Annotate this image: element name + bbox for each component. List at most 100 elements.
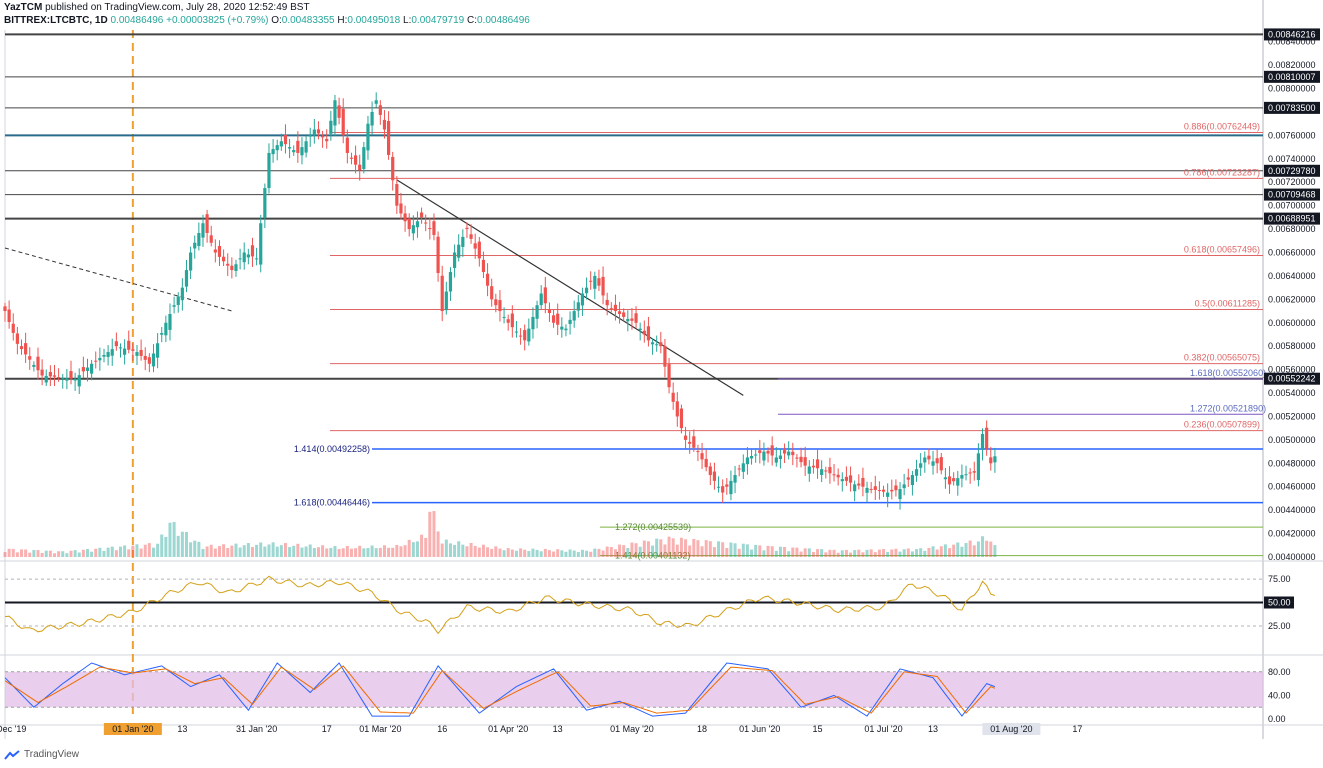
volume-bar: [28, 552, 32, 557]
x-axis-tick-label: 01 Dec '19: [0, 724, 26, 734]
volume-bar: [201, 548, 205, 557]
candle-body: [267, 152, 271, 189]
volume-bar: [61, 551, 65, 557]
volume-bar: [556, 549, 560, 557]
candle-body: [452, 252, 457, 268]
candle-body: [341, 108, 345, 136]
candle-body: [172, 305, 176, 307]
candle-body: [531, 316, 535, 330]
candle-body: [749, 455, 754, 459]
y-axis-tick-label: 0.00760000: [1268, 130, 1316, 140]
rsi-tick-label: 75.00: [1268, 574, 1291, 584]
volume-bar: [737, 548, 741, 557]
volume-bar: [890, 549, 894, 557]
price-tag-box: [1264, 164, 1320, 177]
candle-body: [708, 466, 712, 476]
volume-bar: [787, 551, 791, 557]
symbol-label[interactable]: BITTREX:LTCBTC, 1D: [4, 15, 108, 26]
candle-body: [320, 135, 325, 138]
candle-body: [193, 242, 197, 249]
candle-body: [514, 331, 519, 333]
volume-bar: [407, 539, 411, 557]
candle-body: [935, 458, 939, 464]
candle-body: [803, 457, 807, 466]
candle-body: [465, 227, 469, 230]
volume-bar: [638, 546, 642, 557]
volume-bar: [836, 552, 840, 557]
volume-bar: [292, 545, 296, 557]
candle-body: [547, 309, 552, 314]
volume-bar: [114, 550, 118, 557]
tradingview-logo-icon: [4, 749, 20, 760]
volume-bar: [770, 546, 774, 557]
candle-body: [436, 236, 440, 274]
candle-body: [494, 299, 498, 306]
x-axis-tick-label: 31 Jan '20: [236, 724, 277, 734]
candle-body: [370, 111, 374, 126]
volume-bar: [242, 545, 246, 557]
candle-body: [828, 467, 832, 474]
volume-bar: [506, 548, 510, 557]
volume-bar: [32, 550, 36, 557]
candle-body: [230, 265, 234, 271]
volume-bar: [391, 547, 395, 557]
volume-bar: [477, 547, 481, 557]
last-price: 0.00486496: [110, 15, 164, 26]
volume-bar: [679, 537, 683, 557]
candle-body: [762, 451, 766, 461]
x-axis-tick-label: 01 Aug '20: [990, 724, 1032, 734]
candle-body: [754, 454, 758, 456]
candle-body: [985, 427, 989, 449]
candle-body: [81, 367, 85, 372]
volume-bar: [329, 547, 333, 557]
candle-body: [873, 486, 877, 490]
volume-bar: [547, 550, 551, 557]
candle-body: [85, 367, 90, 371]
volume-bar: [189, 542, 193, 557]
y-axis-tick-label: 0.00840000: [1268, 37, 1316, 47]
candle-body: [147, 357, 151, 364]
y-axis-tick-label: 0.00800000: [1268, 84, 1316, 94]
author-name[interactable]: YazTCM: [4, 2, 43, 13]
volume-bar: [865, 549, 869, 557]
price-tag-label: 0.00846216: [1268, 29, 1316, 39]
candle-body: [197, 232, 201, 247]
volume-bar: [110, 546, 114, 557]
volume-bar: [448, 543, 452, 557]
candle-body: [61, 377, 65, 379]
fib-level-label: 0.5(0.00611285): [1195, 299, 1260, 309]
candle-body: [222, 256, 226, 262]
volume-bar: [704, 540, 708, 557]
tradingview-logo[interactable]: TradingView: [4, 749, 79, 760]
candle-body: [386, 121, 391, 155]
volume-bar: [791, 547, 795, 557]
candle-body: [947, 476, 952, 485]
volume-bar: [143, 544, 147, 557]
candle-body: [94, 360, 98, 362]
y-axis-tick-label: 0.00700000: [1268, 201, 1316, 211]
x-axis-tick-label: 15: [813, 724, 823, 734]
volume-bar: [387, 547, 391, 557]
volume-bar: [250, 547, 254, 557]
volume-bar: [444, 539, 448, 557]
volume-bar: [403, 545, 407, 557]
candle-body: [931, 461, 935, 466]
volume-bar: [886, 551, 890, 557]
candle-body: [696, 451, 700, 453]
volume-bar: [552, 551, 556, 557]
candle-body: [481, 259, 486, 273]
candle-body: [399, 203, 403, 214]
high-value: 0.00495018: [347, 15, 401, 26]
candle-body: [613, 304, 618, 312]
volume-bar: [729, 542, 733, 557]
candle-body: [457, 244, 461, 258]
volume-bar: [308, 544, 312, 557]
price-tag-label: 0.00552242: [1268, 374, 1316, 384]
volume-bar: [717, 541, 721, 557]
candle-body: [556, 313, 560, 325]
volume-bar: [19, 549, 23, 557]
brand-label: TradingView: [24, 749, 80, 760]
volume-bar: [523, 549, 527, 557]
volume-bar: [935, 549, 939, 557]
